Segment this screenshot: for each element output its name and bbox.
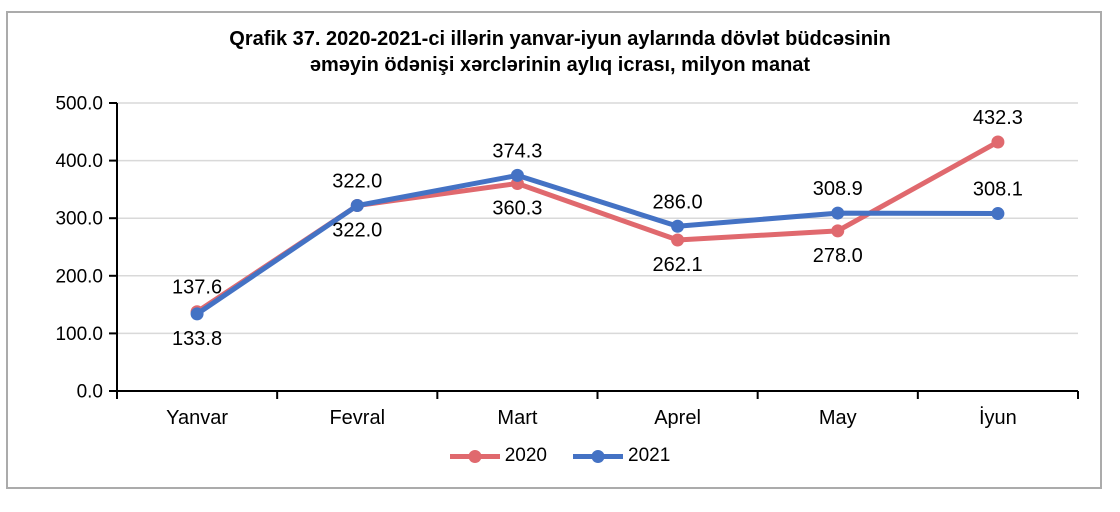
x-axis-label: May bbox=[819, 407, 857, 429]
data-label-2021: 308.1 bbox=[973, 179, 1023, 201]
y-tick-label: 400.0 bbox=[55, 151, 103, 172]
x-axis-label: Yanvar bbox=[166, 407, 228, 429]
data-point-2021 bbox=[671, 219, 685, 233]
legend-label-2021: 2021 bbox=[628, 445, 671, 466]
y-tick-label: 0.0 bbox=[77, 382, 103, 403]
series-line-2020 bbox=[194, 139, 1001, 315]
x-axis-label: Fevral bbox=[329, 407, 385, 429]
x-axis-label: Mart bbox=[497, 407, 537, 429]
chart-frame bbox=[6, 11, 1102, 489]
data-label-2020: 137.6 bbox=[172, 277, 222, 299]
data-label-2020: 278.0 bbox=[813, 245, 863, 267]
data-point-2021 bbox=[991, 207, 1005, 221]
data-label-2021: 322.0 bbox=[332, 171, 382, 193]
chart-title: Qrafik 37. 2020-2021-ci illərin yanvar-i… bbox=[0, 26, 1120, 78]
data-label-2021: 286.0 bbox=[653, 191, 703, 213]
data-point-2021 bbox=[350, 199, 364, 213]
x-axis-label: Aprel bbox=[654, 407, 701, 429]
legend-marker-2021-icon bbox=[573, 449, 623, 463]
chart-title-line-1: Qrafik 37. 2020-2021-ci illərin yanvar-i… bbox=[229, 28, 891, 50]
data-label-2020: 432.3 bbox=[973, 107, 1023, 129]
legend-marker-2020-icon bbox=[449, 449, 500, 463]
data-point-2021 bbox=[190, 307, 204, 321]
legend-label-2020: 2020 bbox=[504, 445, 547, 466]
data-point-2021 bbox=[831, 206, 845, 220]
chart-legend: 2020 2021 bbox=[0, 442, 1120, 470]
data-label-2021: 374.3 bbox=[492, 140, 542, 162]
y-tick-label: 500.0 bbox=[55, 94, 103, 115]
series-line-2021 bbox=[194, 172, 1001, 317]
data-point-2020 bbox=[671, 233, 685, 247]
chart-title-line-2: əməyin ödənişi xərclərinin aylıq icrası,… bbox=[309, 54, 811, 76]
y-tick-label: 300.0 bbox=[55, 209, 103, 230]
data-label-2020: 360.3 bbox=[492, 197, 542, 219]
y-tick-label: 200.0 bbox=[55, 266, 103, 287]
data-label-2020: 322.0 bbox=[332, 220, 382, 242]
data-point-2021 bbox=[510, 168, 524, 182]
x-axis-label: İyun bbox=[979, 406, 1017, 429]
data-point-2020 bbox=[991, 135, 1005, 149]
legend-item-2020: 2020 bbox=[449, 445, 547, 467]
data-label-2021: 308.9 bbox=[813, 178, 863, 200]
data-point-2020 bbox=[831, 224, 845, 238]
legend-item-2021: 2021 bbox=[573, 445, 670, 467]
y-tick-label: 100.0 bbox=[55, 324, 103, 345]
data-label-2021: 133.8 bbox=[172, 328, 222, 350]
data-label-2020: 262.1 bbox=[653, 254, 703, 276]
